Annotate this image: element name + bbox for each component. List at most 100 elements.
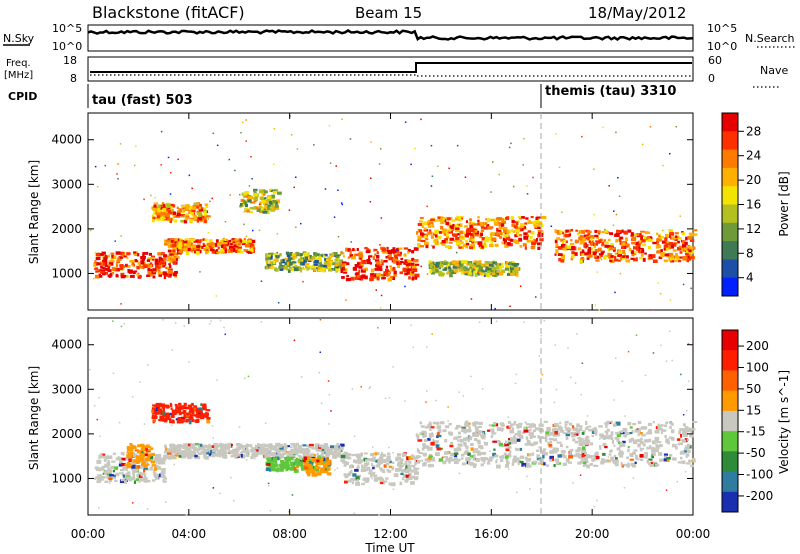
echo-cell <box>233 449 239 454</box>
echo-cell <box>436 425 442 429</box>
echo-cell <box>272 460 275 463</box>
echo-cell <box>406 271 410 275</box>
echo-cell <box>160 130 163 133</box>
echo-cell <box>191 411 195 415</box>
echo-cell <box>484 239 489 243</box>
echo-cell <box>142 265 145 269</box>
echo-cell <box>581 249 585 253</box>
echo-cell <box>158 419 163 422</box>
echo-cell <box>478 445 483 449</box>
echo-cell <box>372 456 376 460</box>
echo-cell <box>155 407 159 412</box>
echo-cell <box>478 321 481 323</box>
echo-cell <box>600 436 605 439</box>
echo-cell <box>293 467 297 471</box>
echo-cell <box>561 243 566 248</box>
echo-cell <box>335 268 340 272</box>
echo-cell <box>240 250 244 254</box>
echo-cell <box>273 127 276 130</box>
echo-cell <box>613 444 616 447</box>
echo-cell <box>196 249 200 252</box>
echo-cell <box>460 271 464 275</box>
power-colorbar-label: Power [dB] <box>777 171 791 236</box>
echo-cell <box>537 221 543 226</box>
echo-cell <box>361 452 364 457</box>
echo-cell <box>596 240 601 244</box>
echo-cell <box>577 247 581 251</box>
echo-cell <box>570 228 574 232</box>
echo-cell <box>310 265 315 269</box>
echo-cell <box>532 429 536 432</box>
echo-cell <box>151 270 157 275</box>
echo-cell <box>511 224 516 227</box>
echo-cell <box>135 459 140 464</box>
echo-cell <box>311 258 314 261</box>
echo-cell <box>345 299 347 301</box>
echo-cell <box>602 435 608 438</box>
echo-cell <box>668 330 671 333</box>
echo-cell <box>346 262 350 266</box>
echo-cell <box>640 440 643 445</box>
echo-cell <box>243 238 246 241</box>
echo-cell <box>475 263 479 266</box>
echo-cell <box>155 402 159 407</box>
echo-cell <box>337 258 340 261</box>
echo-cell <box>94 165 97 168</box>
echo-cell <box>165 212 170 217</box>
echo-cell <box>202 242 205 245</box>
echo-cell <box>453 453 458 458</box>
echo-cell <box>387 277 392 282</box>
echo-cell <box>510 216 514 220</box>
echo-cell <box>260 210 263 213</box>
echo-cell <box>465 220 468 223</box>
echo-cell <box>623 463 629 467</box>
echo-cell <box>340 252 345 255</box>
echo-cell <box>177 238 182 242</box>
echo-cell <box>572 427 578 431</box>
echo-cell <box>155 466 161 470</box>
echo-cell <box>589 463 593 466</box>
echo-cell <box>521 216 525 219</box>
echo-cell <box>634 461 637 464</box>
echo-cell <box>202 238 206 241</box>
echo-cell <box>272 261 276 265</box>
nsky-panel <box>87 24 694 52</box>
echo-cell <box>161 470 164 473</box>
echo-cell <box>162 253 164 255</box>
echo-cell <box>496 229 502 232</box>
echo-cell <box>491 266 496 271</box>
echo-cell <box>594 427 597 431</box>
colorbar-tick-label: 8 <box>746 246 754 260</box>
echo-cell <box>218 452 224 456</box>
echo-cell <box>310 453 314 456</box>
echo-cell <box>556 237 561 241</box>
echo-cell <box>175 407 179 410</box>
echo-cell <box>171 409 174 413</box>
echo-cell <box>368 255 373 258</box>
beam-label: Beam 15 <box>355 4 422 22</box>
echo-cell <box>127 449 132 452</box>
echo-cell <box>363 468 368 472</box>
echo-cell <box>408 460 411 464</box>
echo-cell <box>224 333 226 336</box>
echo-cell <box>258 443 263 448</box>
echo-cell <box>245 443 249 446</box>
echo-cell <box>601 458 605 462</box>
echo-cell <box>352 473 357 477</box>
echo-cell <box>671 429 675 434</box>
echo-cell <box>266 463 271 466</box>
echo-cell <box>427 457 431 460</box>
colorbar-swatch <box>722 431 738 452</box>
echo-cell <box>168 255 173 259</box>
echo-cell <box>640 254 644 257</box>
echo-cell <box>540 460 544 464</box>
echo-cell <box>422 443 426 447</box>
echo-cell <box>529 423 535 427</box>
echo-cell <box>239 202 243 207</box>
echo-cell <box>292 262 296 266</box>
echo-cell <box>197 412 201 416</box>
echo-cell <box>535 216 539 221</box>
echo-cell <box>319 449 323 453</box>
echo-cell <box>136 273 140 276</box>
echo-cell <box>341 118 343 121</box>
